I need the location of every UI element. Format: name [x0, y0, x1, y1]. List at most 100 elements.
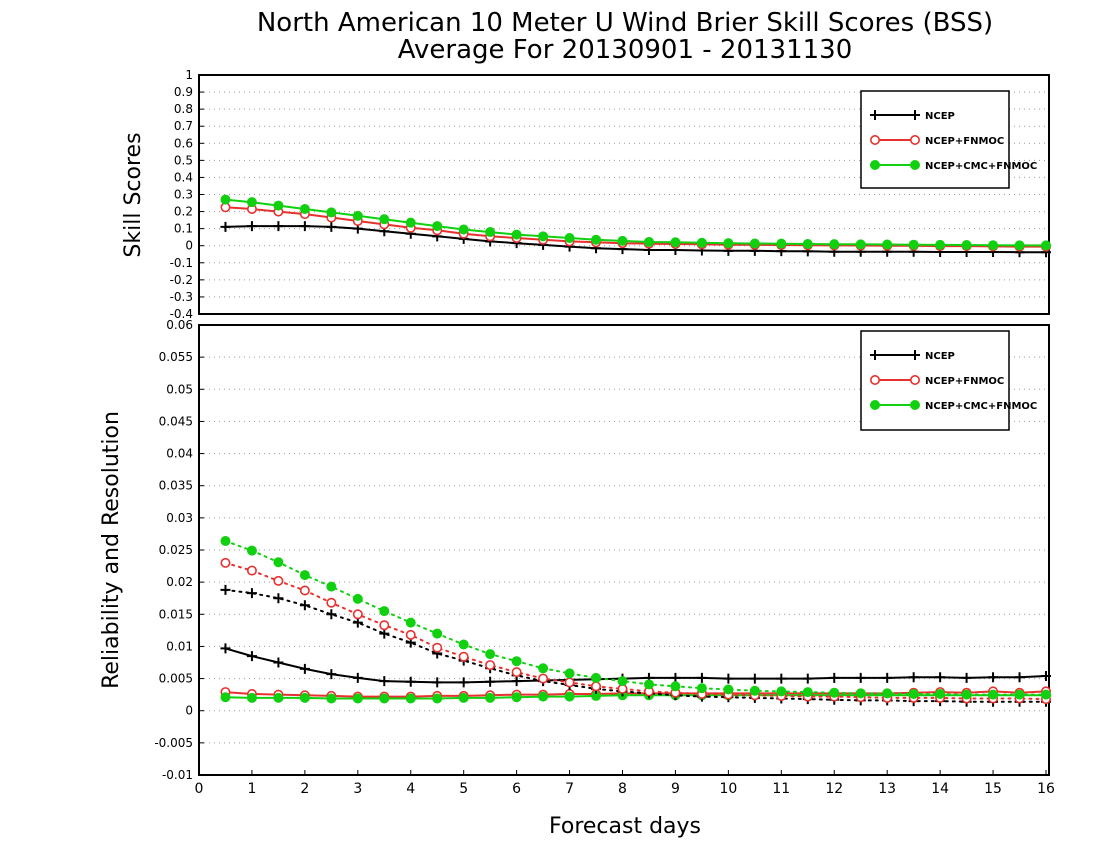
point-ncep-cmc-fnmoc [564, 691, 575, 702]
point-ncep-cmc-fnmoc [670, 681, 681, 692]
point-ncep [379, 628, 390, 639]
point-ncep [829, 672, 840, 683]
point-ncep-cmc-fnmoc [829, 239, 840, 250]
point-ncep-fnmoc [458, 651, 469, 662]
series-line-ncep-cmc-fnmoc-dotted [224, 540, 1047, 696]
y-tick-label: 0.04 [166, 447, 193, 461]
point-ncep [379, 676, 390, 687]
point-ncep-cmc-fnmoc [643, 679, 654, 690]
point-ncep-cmc-fnmoc [220, 692, 231, 703]
y-axis-label: Skill Scores [121, 132, 146, 257]
legend-label-ncep-fnmoc: NCEP+FNMOC [925, 136, 1004, 147]
point-ncep [246, 221, 257, 232]
point-ncep [220, 643, 231, 654]
point-ncep [696, 672, 707, 683]
point-ncep-cmc-fnmoc [723, 684, 734, 695]
point-ncep [299, 221, 310, 232]
plot-frame [198, 324, 1050, 776]
point-ncep [749, 673, 760, 684]
point-ncep-fnmoc [564, 677, 575, 688]
point-ncep-cmc-fnmoc [776, 686, 787, 697]
point-ncep [405, 676, 416, 687]
point-ncep-cmc-fnmoc [405, 693, 416, 704]
point-ncep-cmc-fnmoc [246, 692, 257, 703]
point-ncep [961, 672, 972, 683]
y-tick-label: 1 [185, 68, 193, 82]
point-ncep-cmc-fnmoc [405, 617, 416, 628]
point-ncep [326, 609, 337, 620]
legend: NCEP NCEP+FNMOC NCEP+CMC+FNMOC [860, 330, 1037, 431]
x-tick-label: 7 [565, 781, 574, 797]
point-ncep-fnmoc [299, 585, 310, 596]
point-ncep [1041, 671, 1051, 681]
x-axis-label: Forecast days [549, 814, 701, 839]
legend-label-ncep: NCEP [925, 111, 955, 122]
legend-label-ncep-fnmoc: NCEP+FNMOC [925, 376, 1004, 387]
point-ncep-cmc-fnmoc [458, 224, 469, 235]
point-ncep-cmc-fnmoc [643, 236, 654, 247]
point-ncep [988, 672, 999, 683]
legend-marker-ncep-fnmoc [869, 374, 880, 385]
point-ncep-cmc-fnmoc [670, 237, 681, 248]
point-ncep-cmc-fnmoc [458, 692, 469, 703]
point-ncep-cmc-fnmoc [299, 692, 310, 703]
point-ncep-cmc-fnmoc [723, 238, 734, 249]
y-tick-label: -0.005 [154, 736, 193, 750]
y-tick-label: -0.1 [170, 256, 193, 270]
point-ncep-fnmoc [379, 620, 390, 631]
point-ncep-cmc-fnmoc [749, 685, 760, 696]
point-ncep [352, 672, 363, 683]
point-ncep-cmc-fnmoc [273, 692, 284, 703]
point-ncep [670, 672, 681, 683]
legend-marker-ncep-cmc-fnmoc [910, 160, 920, 170]
legend-marker-ncep-fnmoc [909, 374, 920, 385]
point-ncep-cmc-fnmoc [538, 691, 549, 702]
point-ncep-cmc-fnmoc [749, 238, 760, 249]
series-line-ncep-cmc-fnmoc [225, 198, 1046, 247]
legend-marker-ncep-fnmoc [869, 135, 880, 146]
x-tick-label: 10 [719, 781, 737, 797]
x-tick-label: 16 [1037, 781, 1055, 797]
skill-scores-panel: 1 0.9 0.8 0.7 0.6 0.5 0.4 0.3 0.2 0.1 0 -0.1 -0.2 -0.… [121, 68, 1052, 321]
y-tick-label: 0.015 [159, 607, 193, 621]
point-ncep-cmc-fnmoc [855, 688, 866, 699]
x-tick-label: 15 [984, 781, 1002, 797]
point-ncep-fnmoc [485, 660, 496, 671]
y-axis-label: Reliability and Resolution [99, 411, 124, 689]
legend-label-ncep: NCEP [925, 351, 955, 362]
y-tick-label: 0.02 [166, 575, 193, 589]
point-ncep [485, 676, 496, 687]
point-ncep-cmc-fnmoc [246, 197, 257, 208]
point-ncep [908, 672, 919, 683]
y-tick-label: 0.03 [166, 511, 193, 525]
y-tick-label: 0.025 [159, 543, 193, 557]
point-ncep-cmc-fnmoc [591, 234, 602, 245]
y-tick-label: 0.01 [166, 639, 193, 653]
point-ncep-cmc-fnmoc [405, 217, 416, 228]
point-ncep-cmc-fnmoc [273, 557, 284, 568]
x-tick-label: 3 [353, 781, 362, 797]
point-ncep-cmc-fnmoc [379, 693, 390, 704]
point-ncep-cmc-fnmoc [220, 536, 231, 546]
x-tick-label: 14 [931, 781, 949, 797]
point-ncep-fnmoc [405, 629, 416, 640]
chart-title-line-1: North American 10 Meter U Wind Brier Ski… [257, 8, 993, 38]
point-ncep-cmc-fnmoc [802, 687, 813, 698]
y-tick-label: 0 [185, 704, 193, 718]
point-ncep-cmc-fnmoc [1014, 240, 1025, 251]
point-ncep-fnmoc [538, 673, 549, 684]
point-ncep [802, 673, 813, 684]
legend-marker-ncep-cmc-fnmoc [870, 160, 880, 170]
point-ncep-cmc-fnmoc [961, 689, 972, 700]
point-ncep-fnmoc [246, 565, 257, 576]
y-tick-label: 0.6 [174, 136, 193, 150]
point-ncep-cmc-fnmoc [935, 689, 946, 699]
point-ncep-cmc-fnmoc [432, 693, 443, 704]
legend-marker-ncep [910, 110, 920, 120]
y-tick-label: 0.5 [174, 153, 193, 167]
point-ncep-cmc-fnmoc [829, 687, 840, 698]
x-tick-label: 13 [878, 781, 896, 797]
point-ncep-cmc-fnmoc [696, 683, 707, 694]
point-ncep [326, 669, 337, 680]
